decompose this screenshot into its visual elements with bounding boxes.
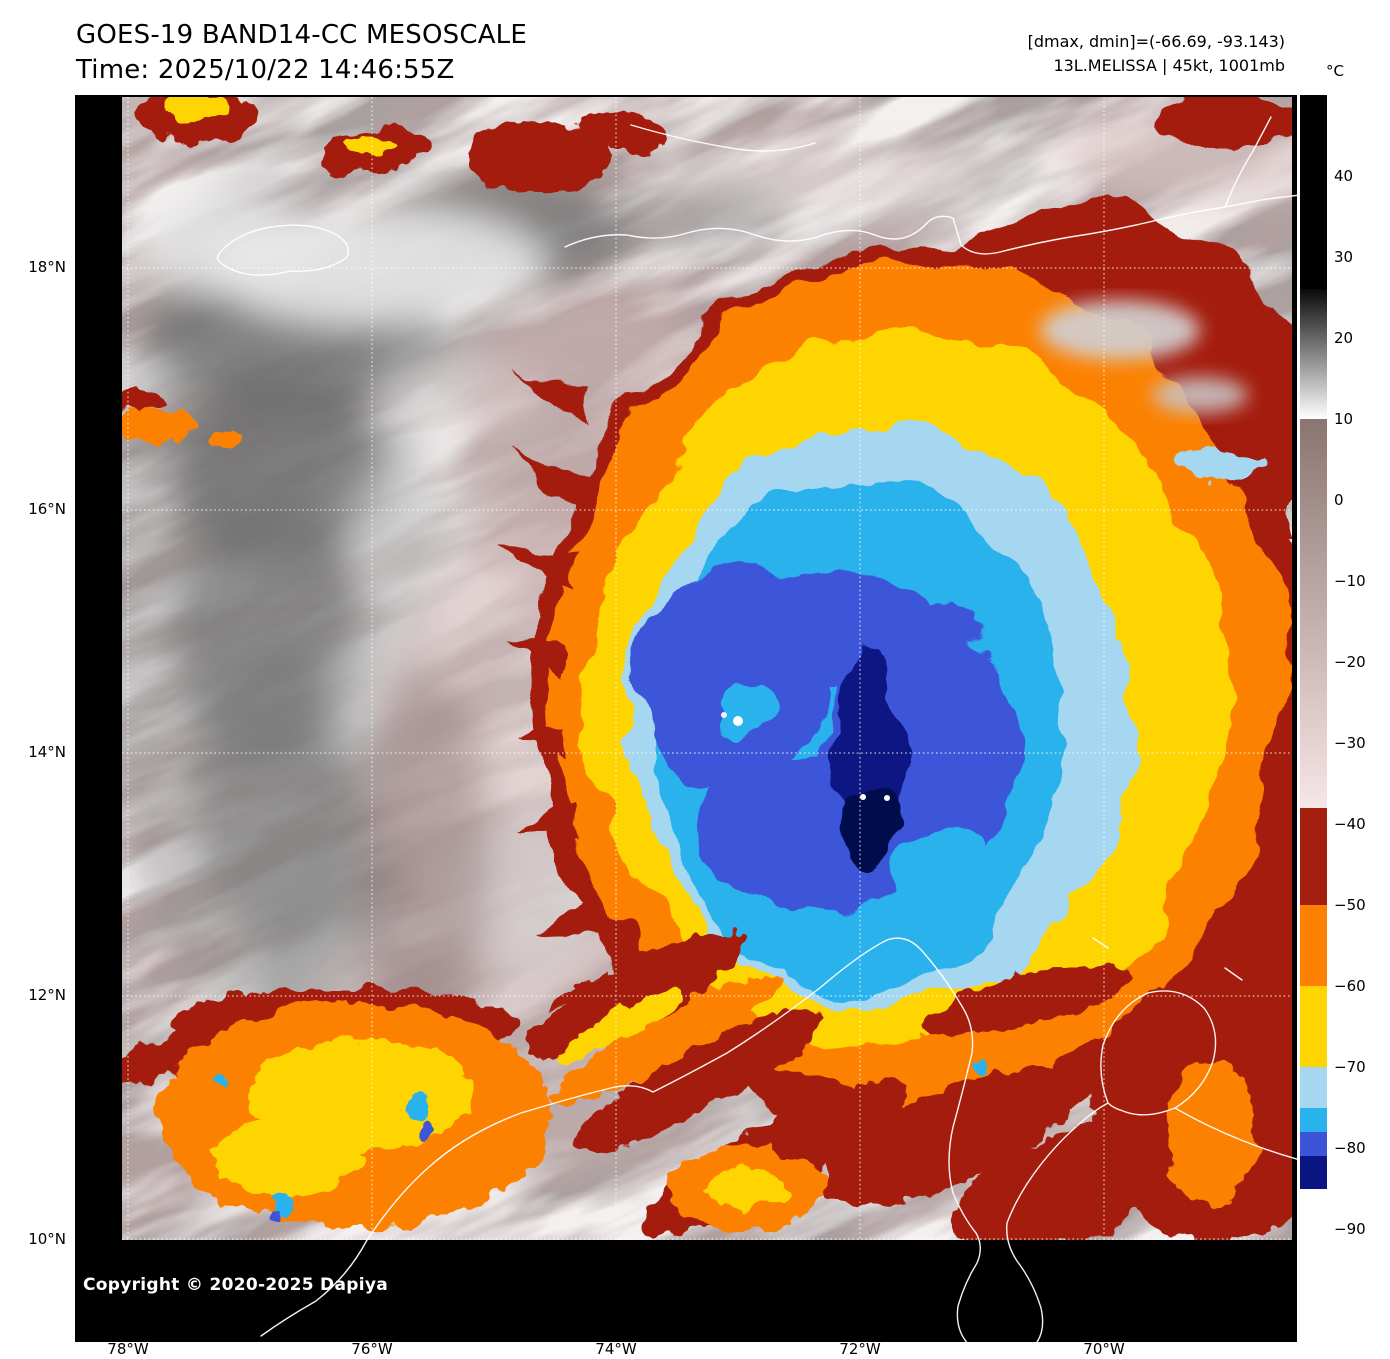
map-frame: Copyright © 2020-2025 Dapiya — [75, 95, 1297, 1342]
coastline-hispaniola-north — [630, 124, 816, 152]
colorbar-segment — [1300, 1107, 1327, 1133]
coastline-hispaniola-east — [1224, 116, 1272, 208]
northwest-cloud-patches — [122, 97, 668, 451]
lat-tick-12n: 12°N — [28, 986, 66, 1004]
satellite-map — [75, 95, 1297, 1342]
colorbar-tick-label: −50 — [1334, 896, 1366, 914]
colorbar-tick-label: −90 — [1334, 1220, 1366, 1238]
colorbar-tick-label: −20 — [1334, 653, 1366, 671]
copyright-label: Copyright © 2020-2025 Dapiya — [83, 1275, 388, 1295]
grid-lines — [122, 97, 1292, 1240]
colorbar-tick-label: −70 — [1334, 1058, 1366, 1076]
colorbar-tick-label: 0 — [1334, 491, 1344, 509]
colorbar-unit-label: °C — [1326, 62, 1344, 80]
lat-tick-18n: 18°N — [28, 258, 66, 276]
colorbar-tick-label: 30 — [1334, 248, 1354, 266]
colorbar-tick-label: 20 — [1334, 329, 1354, 347]
colorbar-tick-label: 40 — [1334, 167, 1354, 185]
coastline-paraguana — [1100, 990, 1217, 1116]
coastlines — [216, 116, 1297, 1342]
northeast-gray-flecks — [1040, 300, 1248, 413]
colorbar-segment — [1300, 1131, 1327, 1157]
colorbar-tick-label: −30 — [1334, 734, 1366, 752]
lat-tick-16n: 16°N — [28, 500, 66, 518]
colorbar-tick-label: −10 — [1334, 572, 1366, 590]
info-block: [dmax, dmin]=(-66.69, -93.143) 13L.MELIS… — [1028, 30, 1285, 78]
lat-tick-10n: 10°N — [28, 1230, 66, 1248]
storm-info-label: 13L.MELISSA | 45kt, 1001mb — [1053, 56, 1285, 75]
coastline-colombia-southwest — [260, 1239, 368, 1337]
island-aruba — [1092, 937, 1109, 949]
colorbar-segment — [1300, 419, 1327, 809]
island-curacao — [1224, 967, 1243, 981]
colorbar-tick-label: 10 — [1334, 410, 1354, 428]
colorbar-segment — [1300, 1188, 1327, 1310]
coastline-jamaica — [216, 224, 349, 276]
timestamp-label: Time: 2025/10/22 14:46:55Z — [76, 55, 455, 85]
satellite-imagery — [122, 97, 1292, 1240]
colorbar-segment — [1300, 1156, 1327, 1189]
colorbar-gradient — [1300, 95, 1327, 1310]
page-title: GOES-19 BAND14-CC MESOSCALE — [76, 20, 527, 50]
title-block: GOES-19 BAND14-CC MESOSCALE Time: 2025/1… — [76, 18, 527, 88]
colorbar-segment — [1300, 807, 1327, 906]
colorbar-segment — [1300, 905, 1327, 987]
colorbar — [1300, 95, 1327, 1310]
hurricane-system — [496, 97, 1292, 1175]
colorbar-tick-label: −60 — [1334, 977, 1366, 995]
lon-tick-78w: 78°W — [107, 1340, 149, 1358]
coastline-hispaniola-south — [564, 194, 1297, 255]
lon-tick-76w: 76°W — [351, 1340, 393, 1358]
colorbar-tick-label: −40 — [1334, 815, 1366, 833]
coastline-south-america — [366, 937, 1109, 1342]
colorbar-segment — [1300, 1067, 1327, 1108]
colorbar-ticks: 40 30 20 10 0 −10 −20 −30 −40 −50 −60 −70 −80 −90 — [1334, 95, 1388, 1310]
colorbar-segment — [1300, 289, 1327, 420]
eye-pixels — [721, 712, 890, 801]
lon-tick-70w: 70°W — [1083, 1340, 1125, 1358]
data-range-label: [dmax, dmin]=(-66.69, -93.143) — [1027, 32, 1285, 51]
colorbar-tick-label: −80 — [1334, 1139, 1366, 1157]
colorbar-segment — [1300, 95, 1327, 290]
colorbar-segment — [1300, 986, 1327, 1068]
lat-tick-14n: 14°N — [28, 743, 66, 761]
lon-tick-74w: 74°W — [595, 1340, 637, 1358]
lon-tick-72w: 72°W — [839, 1340, 881, 1358]
coastline-venezuela-east — [1174, 1107, 1297, 1160]
